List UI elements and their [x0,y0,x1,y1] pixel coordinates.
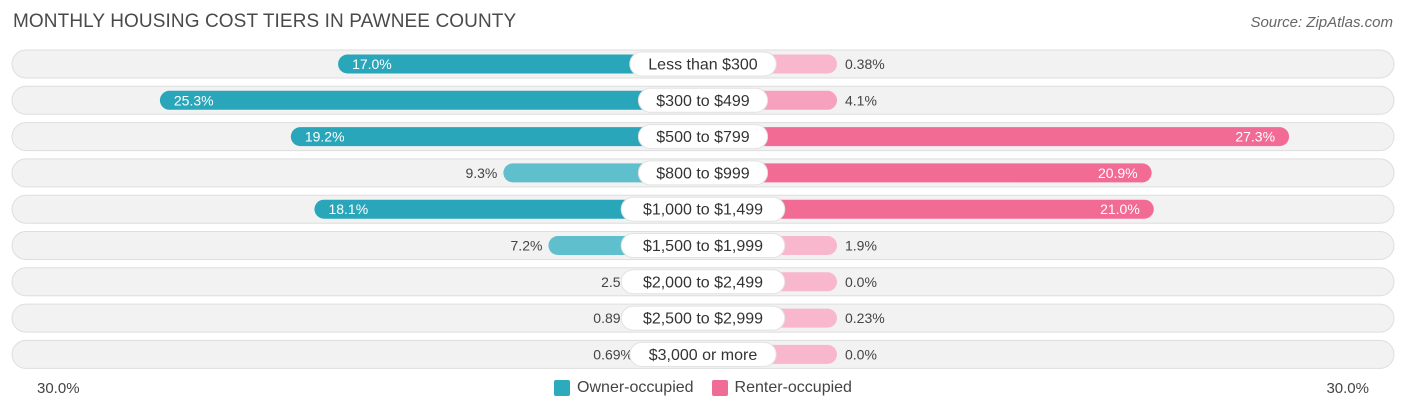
legend-renter: Renter-occupied [711,379,852,397]
renter-value-label: 0.38% [845,56,885,72]
category-pill [629,341,777,367]
renter-value-label: 1.9% [845,238,877,254]
owner-value-label: 9.3% [465,165,497,181]
renter-bar [703,163,1152,183]
legend-renter-swatch [711,380,728,396]
renter-value-label: 21.0% [1100,201,1140,217]
owner-value-label: 18.1% [328,201,368,217]
category-label: $800 to $999 [656,165,750,182]
category-label: $1,500 to $1,999 [643,238,763,255]
owner-value-label: 7.2% [511,238,543,254]
category-label: $300 to $499 [656,93,750,110]
renter-value-label: 0.0% [845,274,877,290]
renter-bar [703,199,1154,219]
owner-bar [314,199,703,219]
owner-value-label: 0.69% [593,346,633,362]
legend-owner-label: Owner-occupied [577,379,694,396]
category-label: $1,000 to $1,499 [643,202,763,219]
category-label: $2,500 to $2,999 [643,311,763,328]
owner-value-label: 17.0% [352,56,392,72]
owner-value-label: 19.2% [305,129,345,145]
owner-value-label: 25.3% [174,92,214,108]
owner-bar [159,90,704,110]
category-pill [629,51,777,77]
legend: Owner-occupied Renter-occupied [0,379,1406,397]
category-label: $500 to $799 [656,129,750,146]
owner-bar [290,127,703,147]
renter-value-label: 4.1% [845,92,877,108]
renter-bar [703,127,1290,147]
category-pill [620,269,786,295]
category-pill [620,233,786,258]
legend-owner: Owner-occupied [554,379,694,397]
category-label: Less than $300 [648,57,758,74]
renter-value-label: 27.3% [1235,129,1275,145]
category-pill [637,160,769,186]
source-label: Source: ZipAtlas.com [1250,14,1393,31]
category-pill [620,196,786,222]
category-pill [637,87,769,113]
category-label: $2,000 to $2,499 [643,274,763,291]
category-pill [637,124,769,150]
owner-bar [338,54,703,74]
legend-owner-swatch [554,380,571,396]
category-pill [620,305,786,331]
legend-renter-label: Renter-occupied [734,379,852,396]
axis-left-label: 30.0% [37,380,80,397]
renter-value-label: 0.0% [845,346,877,362]
renter-value-label: 20.9% [1098,165,1138,181]
chart-title: MONTHLY HOUSING COST TIERS IN PAWNEE COU… [13,11,517,32]
category-label: $3,000 or more [649,347,758,364]
axis-right-label: 30.0% [1326,380,1369,397]
renter-value-label: 0.23% [845,310,885,326]
